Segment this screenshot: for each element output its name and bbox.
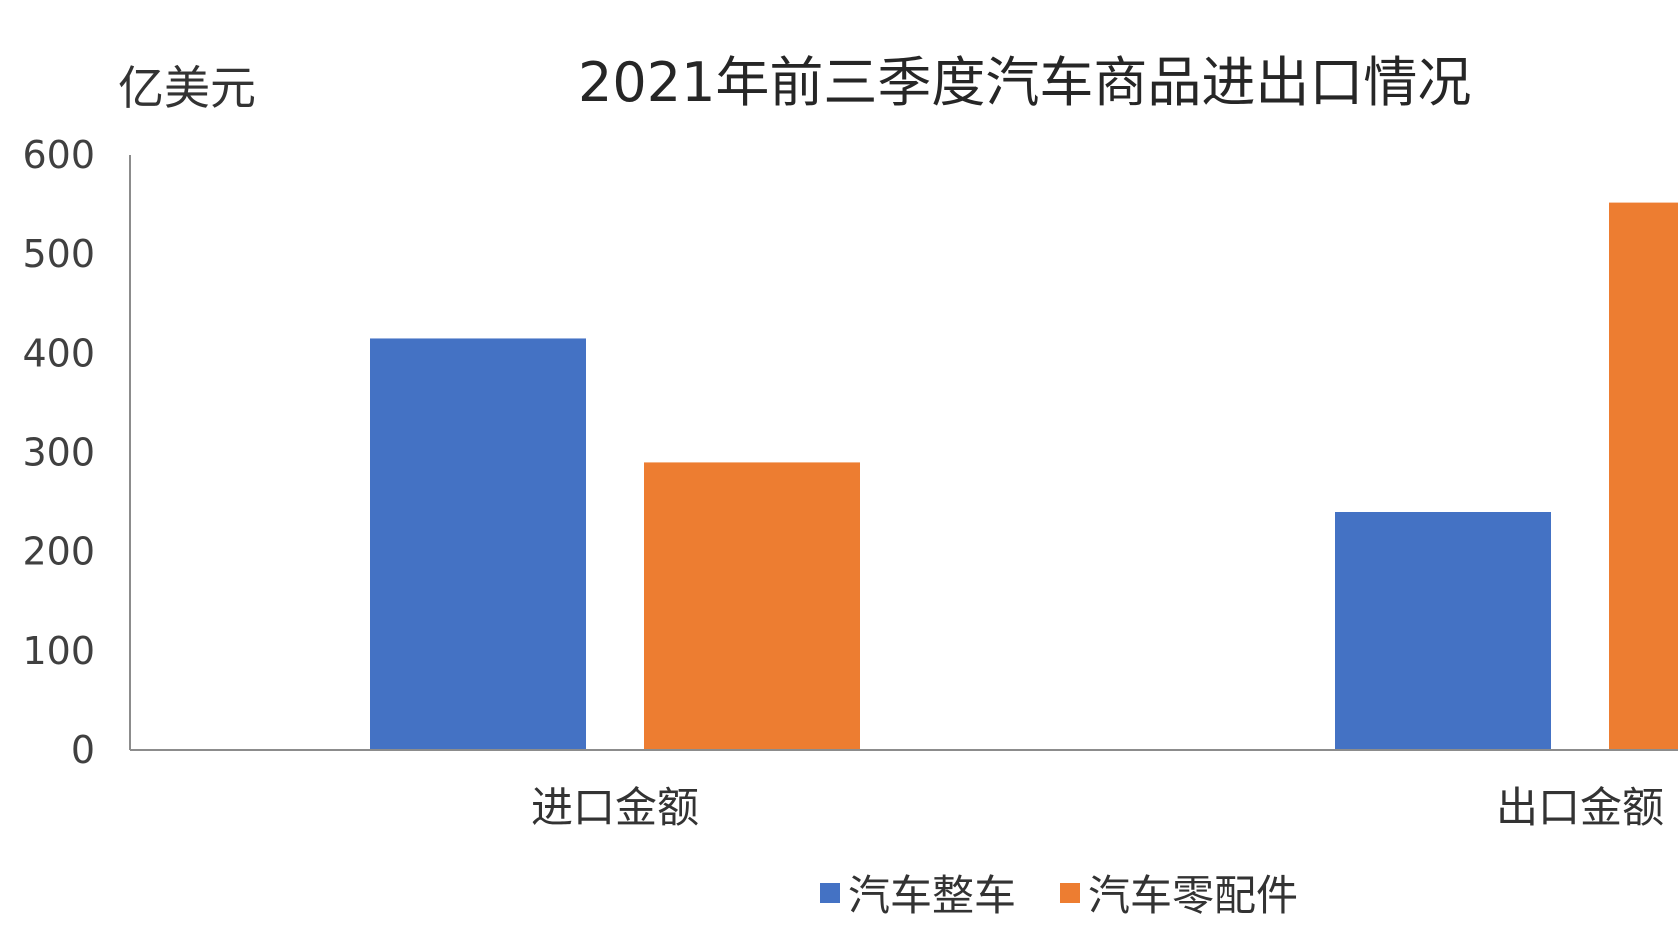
y-tick-label: 100 — [22, 629, 95, 673]
x-category-label: 进口金额 — [531, 783, 699, 832]
legend-swatch-series-0 — [820, 882, 840, 903]
bar-vehicle-0 — [370, 338, 586, 750]
chart-title: 2021年前三季度汽车商品进出口情况 — [578, 51, 1472, 114]
y-tick-label: 600 — [22, 133, 95, 177]
legend-swatch-series-1 — [1060, 882, 1081, 903]
legend: 汽车整车 汽车零配件 — [820, 862, 1298, 923]
legend-item-series-1: 汽车零配件 — [1060, 862, 1298, 923]
x-category-label: 出口金额 — [1496, 783, 1664, 832]
y-tick-label: 200 — [22, 530, 95, 574]
legend-label-series-0: 汽车整车 — [848, 871, 1017, 920]
bar-parts-0 — [644, 462, 860, 750]
y-tick-label: 300 — [22, 431, 95, 475]
legend-label-series-1: 汽车零配件 — [1088, 871, 1299, 920]
y-axis-unit-label: 亿美元 — [118, 61, 256, 115]
y-tick-label: 0 — [71, 728, 95, 772]
bar-parts-1 — [1609, 202, 1678, 751]
legend-item-series-0: 汽车整车 — [820, 862, 1016, 923]
y-tick-label: 400 — [22, 331, 95, 375]
y-tick-label: 500 — [22, 232, 95, 276]
bar-vehicle-1 — [1335, 512, 1551, 750]
